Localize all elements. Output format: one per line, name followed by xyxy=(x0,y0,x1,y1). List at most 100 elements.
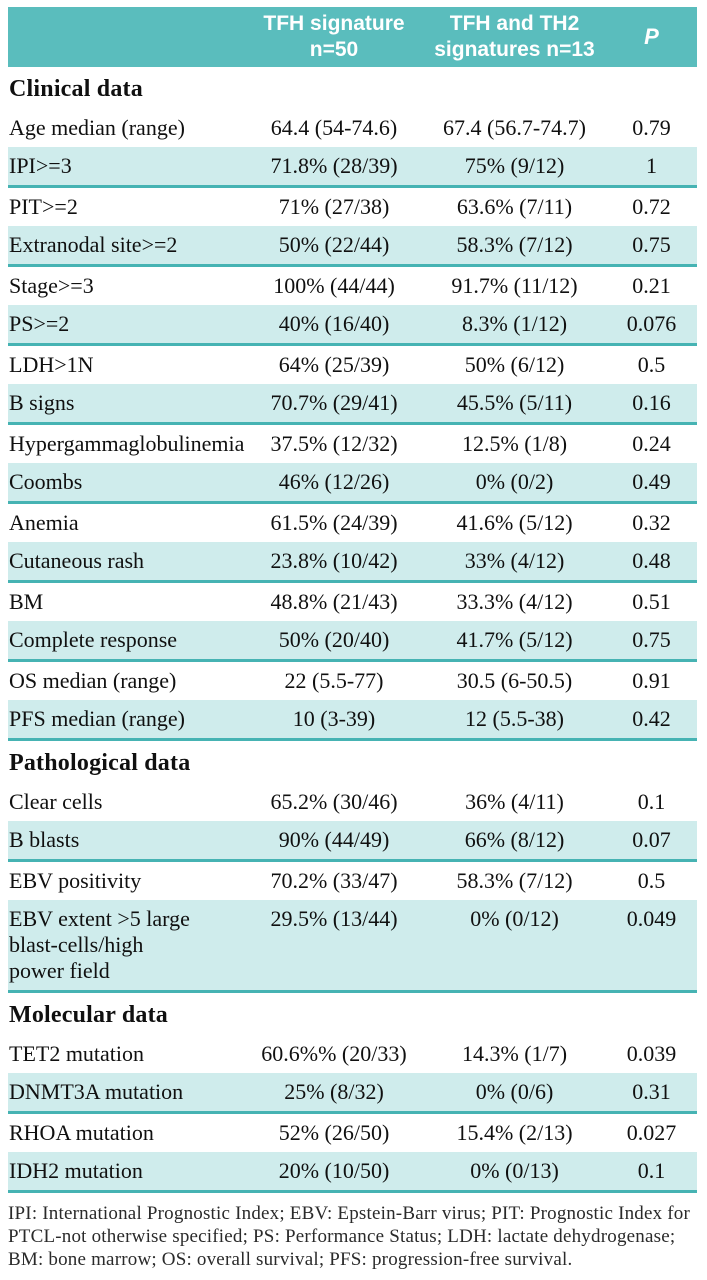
row-value-tfh-th2: 12.5% (1/8) xyxy=(461,431,568,456)
row-value-tfh-th2: 36% (4/11) xyxy=(465,789,564,814)
row-p-value: 0.31 xyxy=(632,1079,671,1104)
row-p-value: 0.42 xyxy=(632,706,671,731)
table-row: B signs 70.7% (29/41) 45.5% (5/11) 0.16 xyxy=(8,384,697,425)
row-p-value: 0.51 xyxy=(632,589,671,614)
row-p-value: 0.039 xyxy=(626,1041,677,1066)
row-label: Clear cells xyxy=(9,789,103,814)
row-p-value: 0.24 xyxy=(632,431,671,456)
row-value-tfh-th2: 0% (0/13) xyxy=(470,1158,559,1183)
row-p-value: 0.1 xyxy=(637,1158,666,1183)
row-label: Coombs xyxy=(9,469,83,494)
row-p-value: 0.21 xyxy=(632,273,671,298)
row-value-tfh-th2: 58.3% (7/12) xyxy=(456,868,573,893)
row-p-value: 0.16 xyxy=(632,390,671,415)
table-row: EBV extent >5 large blast-cells/high pow… xyxy=(8,900,697,993)
row-value-tfh-th2: 14.3% (1/7) xyxy=(461,1041,568,1066)
row-label: Age median (range) xyxy=(9,115,185,140)
row-value-tfh: 40% (16/40) xyxy=(278,311,390,336)
row-value-tfh-th2: 0% (0/6) xyxy=(475,1079,554,1104)
header-col-tfh-th2: TFH and TH2 signatures n=13 xyxy=(423,11,606,63)
row-value-tfh: 25% (8/32) xyxy=(284,1079,384,1104)
row-value-tfh-th2: 45.5% (5/11) xyxy=(456,390,573,415)
section-title: Clinical data xyxy=(9,76,143,102)
row-value-tfh-th2: 15.4% (2/13) xyxy=(456,1120,573,1145)
row-label: DNMT3A mutation xyxy=(9,1079,184,1104)
row-value-tfh: 29.5% (13/44) xyxy=(270,906,398,931)
row-value-tfh: 64% (25/39) xyxy=(278,352,390,377)
row-value-tfh-th2: 63.6% (7/11) xyxy=(456,194,573,219)
row-label: Hypergammaglobulinemia xyxy=(9,431,245,456)
section-title: Pathological data xyxy=(9,750,191,776)
row-label: EBV positivity xyxy=(9,868,142,893)
row-label: PS>=2 xyxy=(9,311,70,336)
table-row: EBV positivity 70.2% (33/47) 58.3% (7/12) 0… xyxy=(8,862,697,900)
row-label: EBV extent >5 large blast-cells/high pow… xyxy=(9,906,190,983)
table-row: Stage>=3 100% (44/44) 91.7% (11/12) 0.21 xyxy=(8,267,697,305)
table-row: IDH2 mutation 20% (10/50) 0% (0/13) 0.1 xyxy=(8,1152,697,1193)
row-value-tfh-th2: 33% (4/12) xyxy=(464,548,565,573)
row-value-tfh: 23.8% (10/42) xyxy=(270,548,398,573)
table-row: DNMT3A mutation 25% (8/32) 0% (0/6) 0.31 xyxy=(8,1073,697,1114)
row-p-value: 0.1 xyxy=(637,789,666,814)
table-row: RHOA mutation 52% (26/50) 15.4% (2/13) 0.02… xyxy=(8,1114,697,1152)
row-value-tfh: 71.8% (28/39) xyxy=(270,153,398,178)
row-value-tfh: 20% (10/50) xyxy=(278,1158,390,1183)
row-label: TET2 mutation xyxy=(9,1041,145,1066)
row-p-value: 0.49 xyxy=(632,469,671,494)
table-row: OS median (range) 22 (5.5-77) 30.5 (6-50.5… xyxy=(8,662,697,700)
table-row: Coombs 46% (12/26) 0% (0/2) 0.49 xyxy=(8,463,697,504)
row-value-tfh-th2: 66% (8/12) xyxy=(464,827,565,852)
row-label: PIT>=2 xyxy=(9,194,78,219)
table-row: LDH>1N 64% (25/39) 50% (6/12) 0.5 xyxy=(8,346,697,384)
table-row: TET2 mutation 60.6%% (20/33) 14.3% (1/7) 0.… xyxy=(8,1035,697,1073)
row-value-tfh-th2: 67.4 (56.7-74.7) xyxy=(443,115,586,140)
row-value-tfh-th2: 75% (9/12) xyxy=(464,153,565,178)
table-row: IPI>=3 71.8% (28/39) 75% (9/12) 1 xyxy=(8,147,697,188)
header-col-p: P xyxy=(644,24,659,49)
row-value-tfh: 90% (44/49) xyxy=(278,827,390,852)
row-value-tfh: 50% (22/44) xyxy=(278,232,390,257)
table-header-row: TFH signature n=50 TFH and TH2 signature… xyxy=(8,7,697,67)
row-p-value: 0.48 xyxy=(632,548,671,573)
table-body: Clinical data Age median (range) 64.4 (54-… xyxy=(8,75,697,1193)
row-value-tfh: 64.4 (54-74.6) xyxy=(270,115,398,140)
row-label: Cutaneous rash xyxy=(9,548,145,573)
row-value-tfh-th2: 8.3% (1/12) xyxy=(461,311,568,336)
row-value-tfh: 70.2% (33/47) xyxy=(270,868,398,893)
table-row: B blasts 90% (44/49) 66% (8/12) 0.07 xyxy=(8,821,697,862)
table-row: PFS median (range) 10 (3-39) 12 (5.5-38) 0.… xyxy=(8,700,697,741)
row-p-value: 0.75 xyxy=(632,232,671,257)
row-p-value: 0.72 xyxy=(632,194,671,219)
row-p-value: 1 xyxy=(646,153,657,178)
header-col-tfh-th2-line2: signatures n=13 xyxy=(434,38,595,61)
row-p-value: 0.027 xyxy=(626,1120,677,1145)
row-label: B blasts xyxy=(9,827,80,852)
table-row: Age median (range) 64.4 (54-74.6) 67.4 (56… xyxy=(8,109,697,147)
row-p-value: 0.75 xyxy=(632,627,671,652)
row-value-tfh: 48.8% (21/43) xyxy=(270,589,398,614)
header-col-tfh-line2: n=50 xyxy=(309,38,359,61)
row-value-tfh-th2: 0% (0/12) xyxy=(470,906,559,931)
row-p-value: 0.79 xyxy=(632,115,671,140)
row-label: IPI>=3 xyxy=(9,153,72,178)
row-label: BM xyxy=(9,589,44,614)
row-label: LDH>1N xyxy=(9,352,94,377)
table-row: Cutaneous rash 23.8% (10/42) 33% (4/12) 0.4… xyxy=(8,542,697,583)
row-value-tfh-th2: 30.5 (6-50.5) xyxy=(456,668,573,693)
row-value-tfh: 50% (20/40) xyxy=(278,627,390,652)
table-row: PS>=2 40% (16/40) 8.3% (1/12) 0.076 xyxy=(8,305,697,346)
row-label: Extranodal site>=2 xyxy=(9,232,178,257)
row-value-tfh: 100% (44/44) xyxy=(273,273,395,298)
header-col-tfh: TFH signature n=50 xyxy=(245,11,423,63)
row-value-tfh-th2: 91.7% (11/12) xyxy=(451,273,578,298)
row-value-tfh-th2: 50% (6/12) xyxy=(464,352,565,377)
table-row: Hypergammaglobulinemia 37.5% (12/32) 12.5%… xyxy=(8,425,697,463)
row-label: Stage>=3 xyxy=(9,273,94,298)
row-value-tfh: 22 (5.5-77) xyxy=(284,668,384,693)
row-p-value: 0.5 xyxy=(637,868,666,893)
table-row: Extranodal site>=2 50% (22/44) 58.3% (7/12… xyxy=(8,226,697,267)
row-value-tfh: 60.6%% (20/33) xyxy=(261,1041,407,1066)
row-value-tfh: 65.2% (30/46) xyxy=(270,789,398,814)
header-col-tfh-line1: TFH signature xyxy=(263,12,405,35)
